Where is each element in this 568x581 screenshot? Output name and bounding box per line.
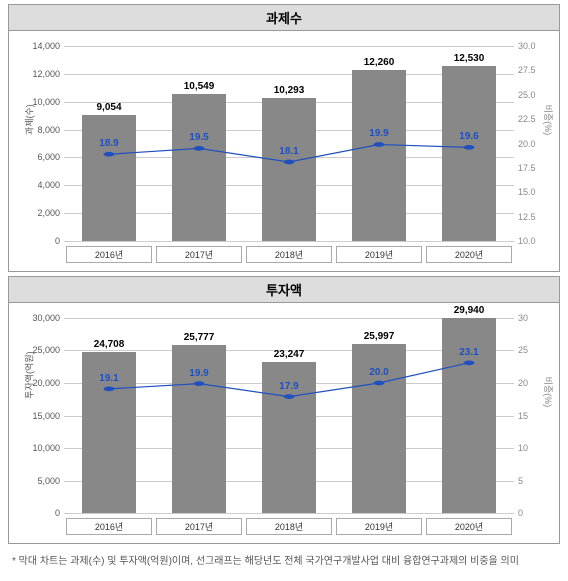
line-value-label: 23.1	[459, 347, 478, 358]
bar	[262, 98, 316, 241]
x-axis-label: 2017년	[156, 246, 242, 263]
x-axis-label: 2019년	[336, 518, 422, 535]
y-right-tick: 10.0	[518, 236, 536, 246]
x-axis-label: 2018년	[246, 518, 332, 535]
line-value-label: 19.9	[189, 368, 208, 379]
line-value-label: 17.9	[279, 381, 298, 392]
y-left-label: 투자액(억원)	[23, 351, 36, 398]
bar-value-label: 12,260	[364, 57, 395, 68]
chart-area-2: 0 5,000 10,000 15,000 20,000 25,000 30,000 0 5 10…	[9, 303, 559, 543]
x-axis-label: 2018년	[246, 246, 332, 263]
y-left-tick: 0	[55, 508, 60, 518]
y-right-tick: 22.5	[518, 114, 536, 124]
chart-projects: 과제수 0 2,000 4,000 6,000 8,000 10,000 12,000 14,…	[8, 4, 560, 272]
y-left-tick: 8,000	[37, 125, 60, 135]
bar-value-label: 24,708	[94, 339, 125, 350]
y-left-tick: 30,000	[32, 313, 60, 323]
grid-line	[64, 241, 514, 242]
bar-value-label: 23,247	[274, 349, 305, 360]
y-left-label: 과제(수)	[23, 104, 36, 135]
line-value-label: 19.9	[369, 128, 388, 139]
x-axis-label: 2020년	[426, 518, 512, 535]
y-left-tick: 12,000	[32, 69, 60, 79]
bar-wrap: 23,247	[244, 318, 334, 513]
bar	[82, 115, 136, 241]
y-right-tick: 12.5	[518, 212, 536, 222]
bar-wrap: 10,293	[244, 46, 334, 241]
bar-wrap: 10,549	[154, 46, 244, 241]
x-axis-label: 2019년	[336, 246, 422, 263]
y-left-tick: 10,000	[32, 97, 60, 107]
chart-investment: 투자액 0 5,000 10,000 15,000 20,000 25,000 30,000…	[8, 276, 560, 544]
y-left-tick: 25,000	[32, 345, 60, 355]
footnote: * 막대 차트는 과제(수) 및 투자액(억원)이며, 선그래프는 해당년도 전…	[0, 548, 568, 575]
chart-title: 과제수	[9, 5, 559, 31]
y-left-tick: 15,000	[32, 411, 60, 421]
y-left-tick: 4,000	[37, 180, 60, 190]
x-axis-label: 2020년	[426, 246, 512, 263]
y-right-tick: 15	[518, 411, 528, 421]
y-right-tick: 27.5	[518, 65, 536, 75]
line-value-label: 18.1	[279, 146, 298, 157]
y-right-tick: 20.0	[518, 139, 536, 149]
bar-value-label: 25,997	[364, 331, 395, 342]
bars-group: 9,054 10,549 10,293 12,260 12,530	[64, 46, 514, 241]
x-axis-label: 2016년	[66, 246, 152, 263]
y-left-tick: 10,000	[32, 443, 60, 453]
line-value-label: 20.0	[369, 367, 388, 378]
y-left-tick: 5,000	[37, 476, 60, 486]
bar-wrap: 12,530	[424, 46, 514, 241]
y-right-tick: 30	[518, 313, 528, 323]
bar	[172, 94, 226, 241]
y-left-tick: 20,000	[32, 378, 60, 388]
y-right-tick: 25.0	[518, 90, 536, 100]
y-right-tick: 10	[518, 443, 528, 453]
bar-wrap: 24,708	[64, 318, 154, 513]
line-value-label: 19.1	[99, 373, 118, 384]
bar-value-label: 29,940	[454, 305, 485, 316]
bar	[442, 66, 496, 241]
bar-wrap: 25,997	[334, 318, 424, 513]
bar-value-label: 10,293	[274, 85, 305, 96]
bar-value-label: 10,549	[184, 81, 215, 92]
y-right-tick: 5	[518, 476, 523, 486]
y-left-tick: 6,000	[37, 152, 60, 162]
chart-area-1: 0 2,000 4,000 6,000 8,000 10,000 12,000 14,000 1…	[9, 31, 559, 271]
y-right-tick: 17.5	[518, 163, 536, 173]
bar-wrap: 25,777	[154, 318, 244, 513]
x-axis-label: 2016년	[66, 518, 152, 535]
x-axis-label: 2017년	[156, 518, 242, 535]
y-right-label: 비중(%)	[543, 104, 556, 135]
line-value-label: 19.5	[189, 132, 208, 143]
chart-title: 투자액	[9, 277, 559, 303]
bar-value-label: 12,530	[454, 53, 485, 64]
y-left-tick: 0	[55, 236, 60, 246]
y-right-tick: 20	[518, 378, 528, 388]
y-right-tick: 15.0	[518, 187, 536, 197]
bar-value-label: 25,777	[184, 332, 215, 343]
bar-value-label: 9,054	[96, 102, 121, 113]
grid-line	[64, 513, 514, 514]
y-right-label: 비중(%)	[543, 376, 556, 407]
bar	[352, 70, 406, 241]
y-left-tick: 2,000	[37, 208, 60, 218]
line-value-label: 18.9	[99, 138, 118, 149]
line-value-label: 19.6	[459, 131, 478, 142]
y-right-tick: 25	[518, 345, 528, 355]
y-right-tick: 30.0	[518, 41, 536, 51]
y-left-tick: 14,000	[32, 41, 60, 51]
y-right-tick: 0	[518, 508, 523, 518]
bars-group: 24,70825,77723,24725,99729,940	[64, 318, 514, 513]
bar-wrap: 12,260	[334, 46, 424, 241]
